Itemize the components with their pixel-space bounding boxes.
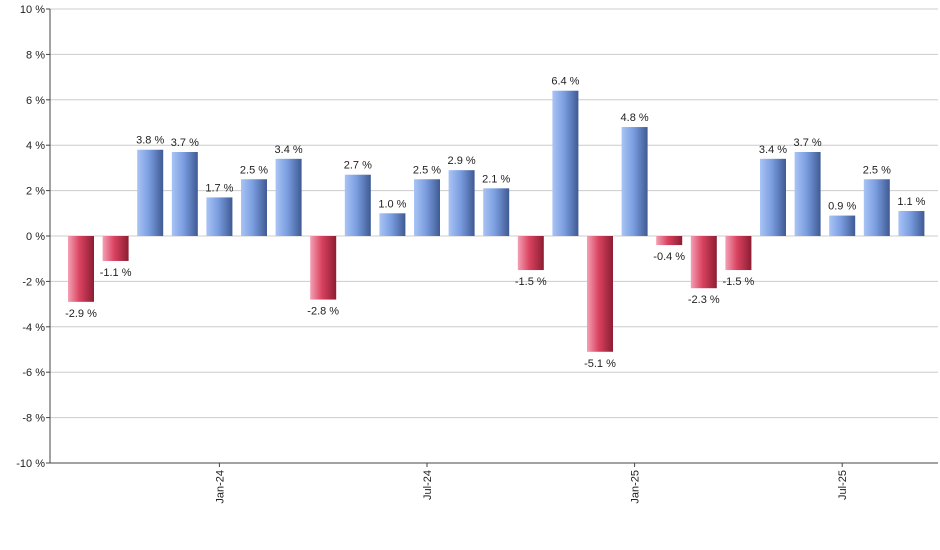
data-label: 3.4 % (275, 144, 303, 156)
data-label: -2.9 % (65, 308, 97, 320)
data-label: 2.7 % (344, 160, 372, 172)
bar (171, 152, 198, 236)
bar (241, 179, 267, 236)
data-label: -1.1 % (100, 267, 132, 279)
bar (725, 236, 752, 271)
bar (587, 236, 613, 352)
bar (344, 174, 371, 236)
y-tick-label: 10 % (20, 4, 45, 16)
data-label: 3.8 % (136, 135, 164, 147)
bar (760, 158, 786, 236)
data-label: -5.1 % (584, 358, 616, 370)
y-tick-label: -2 % (22, 276, 45, 288)
y-tick-label: 0 % (26, 231, 45, 243)
data-label: 0.9 % (828, 201, 856, 213)
bar (68, 236, 94, 302)
x-tick-label: Jan-25 (630, 470, 642, 504)
data-label: -2.3 % (688, 294, 720, 306)
data-label: -0.4 % (653, 251, 685, 263)
data-label: 4.8 % (621, 112, 649, 124)
y-tick-label: -6 % (22, 367, 45, 379)
bar (656, 236, 683, 246)
bar (275, 158, 302, 236)
data-label: 2.5 % (240, 164, 268, 176)
x-tick-label: Jul-24 (422, 470, 434, 500)
x-tick-label: Jan-24 (214, 470, 226, 504)
bar (517, 236, 544, 271)
y-tick-label: 6 % (26, 95, 45, 107)
bar (448, 170, 475, 236)
bar (137, 149, 164, 236)
data-labels: -2.9 % -1.1 % 3.8 % 3.7 % 1.7 % 2.5 % 3.4 % -2.… (65, 76, 926, 370)
bar (483, 188, 510, 236)
data-label: -1.5 % (723, 276, 755, 288)
bars (68, 90, 925, 352)
data-label: 1.0 % (378, 198, 406, 210)
bar (690, 236, 717, 289)
data-label: 3.7 % (794, 137, 822, 149)
bar (206, 197, 233, 236)
bar (552, 90, 579, 236)
data-label: -1.5 % (515, 276, 547, 288)
y-tick-label: -4 % (22, 322, 45, 334)
y-tick-label: -8 % (22, 413, 45, 425)
bar (794, 152, 821, 236)
bar (379, 213, 406, 236)
y-tick-label: -10 % (16, 458, 45, 470)
data-label: 2.5 % (413, 164, 441, 176)
y-axis: -10 % -8 % -6 % -4 % -2 % 0 % 2 % 4 % 6 % 8 % 10 % (16, 4, 51, 470)
x-tick-label: Jul-25 (837, 470, 849, 500)
bar (863, 179, 890, 236)
data-label: 2.1 % (482, 173, 510, 185)
data-label: 2.9 % (448, 155, 476, 167)
y-tick-label: 8 % (26, 49, 45, 61)
data-label: 1.7 % (205, 182, 233, 194)
data-label: 1.1 % (897, 196, 925, 208)
bar (102, 236, 129, 261)
bar (898, 211, 925, 236)
data-label: 3.4 % (759, 144, 787, 156)
bar (621, 127, 648, 236)
data-label: 6.4 % (551, 76, 579, 88)
data-label: 3.7 % (171, 137, 199, 149)
y-tick-label: 2 % (26, 186, 45, 198)
data-label: 2.5 % (863, 164, 891, 176)
bar (414, 179, 440, 236)
x-axis: Jan-24 Jul-24 Jan-25 Jul-25 (50, 462, 938, 504)
y-tick-label: 4 % (26, 140, 45, 152)
bar (829, 215, 856, 236)
bar (310, 236, 337, 300)
data-label: -2.8 % (307, 306, 339, 318)
